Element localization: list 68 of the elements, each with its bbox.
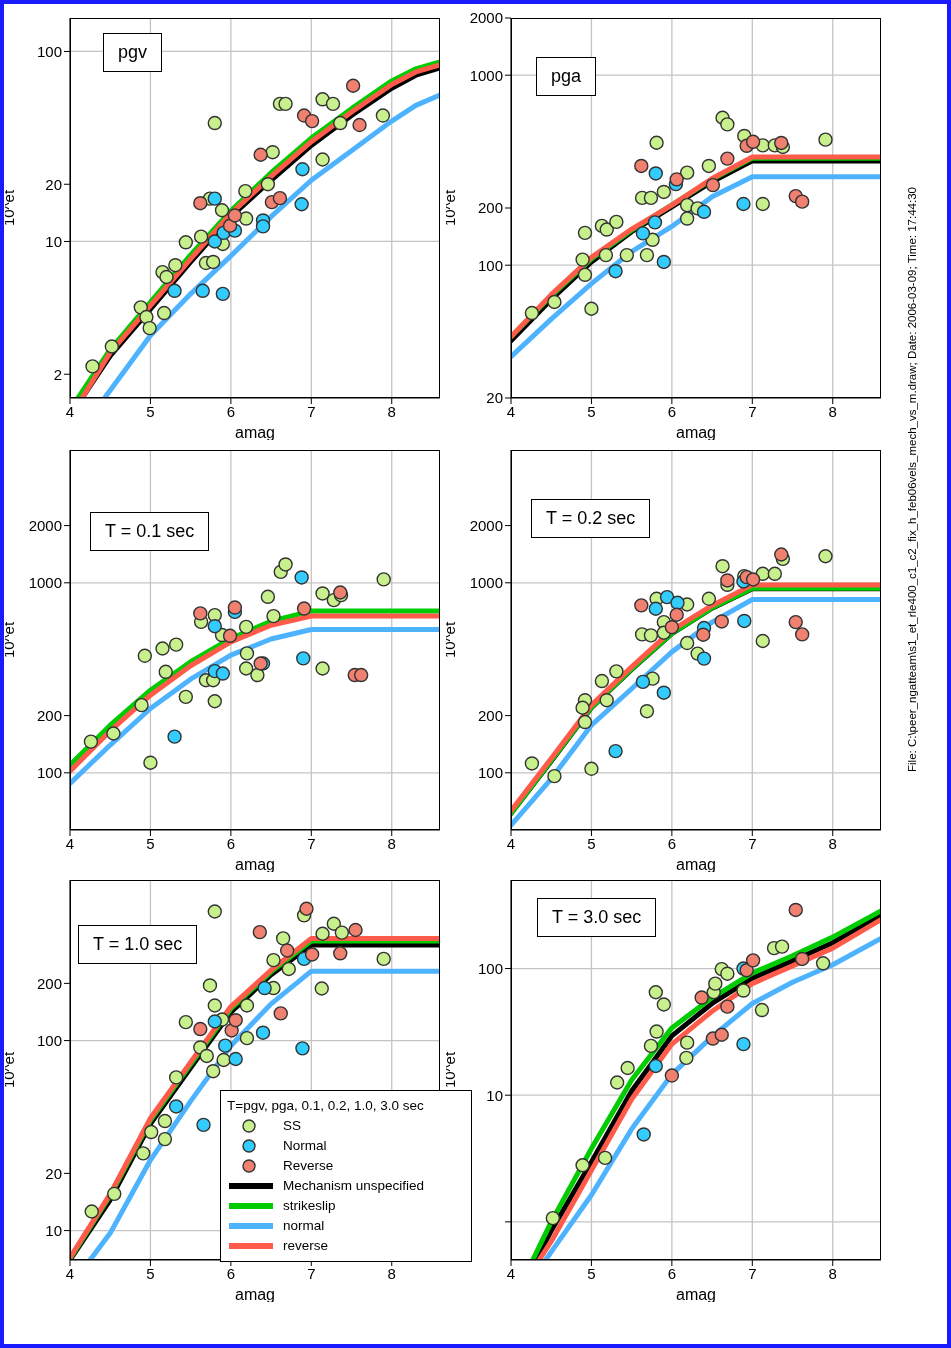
y-tick-label: 20 [486, 389, 503, 407]
y-tick-label: 10 [486, 1086, 503, 1104]
y-tick-label: 200 [36, 974, 62, 992]
x-tick-label: 6 [226, 402, 236, 420]
x-tick-label: 4 [506, 402, 516, 420]
x-tick-label: 5 [587, 402, 596, 420]
x-tick-label: 5 [146, 1264, 155, 1282]
x-tick-label: 6 [667, 1264, 677, 1282]
y-tick-label: 2000 [469, 9, 503, 27]
x-tick-label: 8 [387, 402, 396, 420]
x-tick-label: 5 [146, 834, 155, 852]
y-tick-label: 100 [477, 764, 503, 782]
legend-label: Reverse [283, 1157, 334, 1175]
y-tick-label: 10 [45, 232, 62, 250]
y-tick-label: 200 [36, 706, 62, 724]
x-tick-label: 4 [65, 834, 75, 852]
x-tick-label: 7 [307, 834, 316, 852]
y-tick-label: 100 [36, 764, 62, 782]
y-tick-label: 200 [477, 199, 503, 217]
x-tick-label: 6 [667, 834, 677, 852]
x-tick-label: 5 [146, 402, 155, 420]
x-tick-label: 5 [587, 834, 596, 852]
legend-label: Mechanism unspecified [283, 1177, 425, 1195]
x-tick-label: 7 [307, 402, 316, 420]
x-tick-label: 6 [226, 1264, 236, 1282]
y-tick-label: 1000 [469, 574, 503, 592]
y-tick-label: 100 [477, 256, 503, 274]
y-tick-label: 2000 [469, 516, 503, 534]
x-tick-label: 8 [387, 1264, 396, 1282]
x-tick-label: 8 [828, 834, 837, 852]
legend-label: reverse [283, 1237, 329, 1255]
x-tick-label: 4 [506, 1264, 516, 1282]
y-tick-label: 100 [36, 1031, 62, 1049]
x-tick-label: 4 [506, 834, 516, 852]
x-tick-label: 7 [307, 1264, 316, 1282]
legend-label: SS [283, 1117, 302, 1135]
y-tick-label: 100 [477, 959, 503, 977]
y-tick-label: 2000 [28, 516, 62, 534]
y-tick-label: 200 [477, 706, 503, 724]
x-tick-label: 6 [667, 402, 677, 420]
x-tick-label: 7 [748, 402, 757, 420]
legend-title: T=pgv, pga, 0.1, 0.2, 1.0, 3.0 sec [227, 1097, 425, 1115]
x-tick-label: 4 [65, 1264, 75, 1282]
text: pgv [103, 33, 163, 72]
y-tick-label: 20 [45, 1164, 62, 1182]
x-tick-label: 8 [828, 1264, 837, 1282]
y-tick-label: 10 [45, 1221, 62, 1239]
y-tick-label: 100 [36, 42, 62, 60]
text: File: C:\peer_ngatteam\s1_et_rle400_c1_c2_fix_h_feb06vels_mech_vs_m.draw; Date: 2006-03-09; Time: 17:44:30 [906, 186, 918, 772]
x-tick-label: 7 [748, 1264, 757, 1282]
legend-label: normal [283, 1217, 325, 1235]
x-tick-label: 6 [226, 834, 236, 852]
y-tick-label: 2 [53, 365, 62, 383]
text: T = 0.2 sec [531, 499, 651, 538]
legend-label: strikeslip [283, 1197, 336, 1215]
text: pga [536, 57, 597, 96]
x-tick-label: 5 [587, 1264, 596, 1282]
y-tick-label: 1000 [469, 66, 503, 84]
y-tick-label: 1000 [28, 574, 62, 592]
x-tick-label: 8 [387, 834, 396, 852]
y-tick-label: 20 [45, 175, 62, 193]
legend-label: Normal [283, 1137, 327, 1155]
text: T = 0.1 sec [90, 512, 210, 551]
text: T = 3.0 sec [537, 898, 657, 937]
x-tick-label: 4 [65, 402, 75, 420]
x-tick-label: 7 [748, 834, 757, 852]
text: T = 1.0 sec [78, 925, 198, 964]
x-tick-label: 8 [828, 402, 837, 420]
